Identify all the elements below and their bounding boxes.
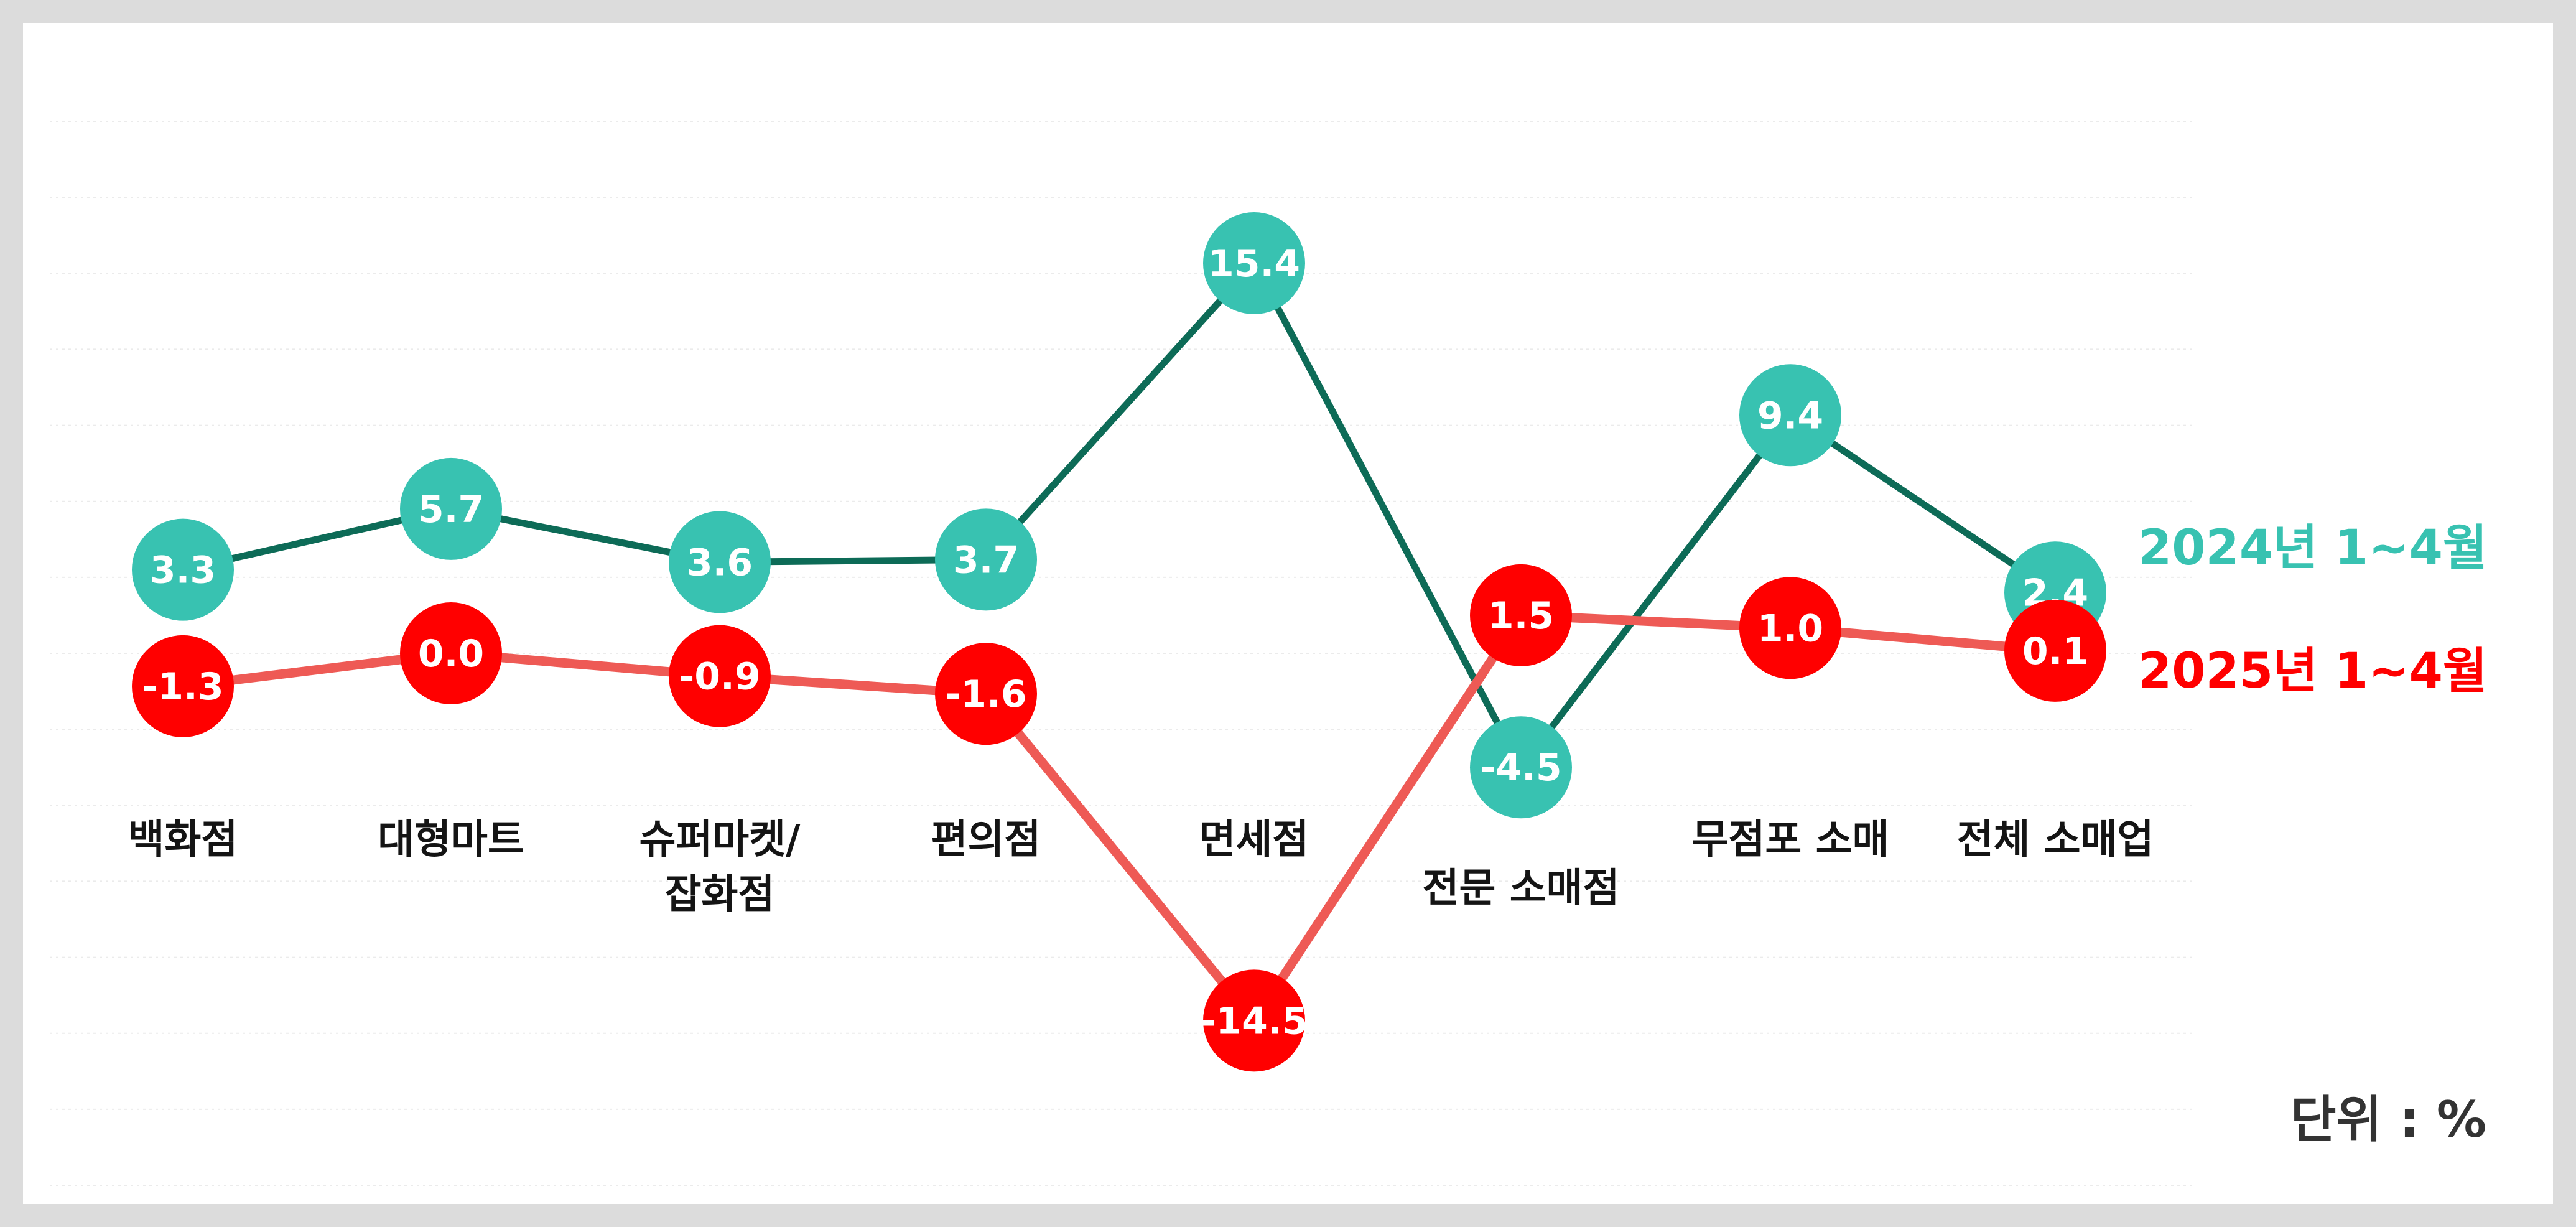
point-value-label: 1.0 (1757, 607, 1823, 650)
point-marker (132, 635, 234, 737)
point-marker (2004, 599, 2106, 702)
data-point: -14.5 (1201, 969, 1308, 1072)
chart-frame: 3.3 5.7 3.6 3.7 15.4 -4.5 9.4 2.4 -1.3 0.0 -0.9 -1.… (23, 23, 2553, 1204)
data-markers: 3.35.73.6 3.715.4-4.59.42.4-1.30.0-0.9 -1.… (132, 212, 2106, 1072)
point-value-label: 15.4 (1208, 242, 1300, 286)
point-marker (1470, 564, 1572, 666)
point-marker (1470, 716, 1572, 819)
legend-label-series-2: 2025년 1~4월 (2138, 643, 2488, 699)
point-value-label: 3.6 (687, 541, 753, 584)
point-marker (1203, 212, 1305, 314)
data-point: 3.3 (132, 518, 234, 621)
point-marker (400, 457, 502, 560)
point-value-label: 5.7 (418, 488, 484, 531)
category-label: 전문 소매점 (1423, 865, 1620, 912)
data-point: 0.0 (400, 602, 502, 704)
data-point: 1.5 (1470, 564, 1572, 666)
data-point: 0.1 (2004, 599, 2106, 702)
data-point: 1.0 (1739, 577, 1841, 679)
point-marker (1739, 364, 1841, 467)
category-label: 면세점 (1199, 817, 1309, 863)
point-marker (669, 625, 771, 727)
point-value-label: 9.4 (1757, 394, 1823, 437)
category-label: 백화점 (128, 817, 238, 863)
point-value-label: -4.5 (1480, 746, 1561, 790)
data-point: 5.7 (400, 457, 502, 560)
data-point: 3.7 (935, 508, 1037, 611)
data-point: -4.5 (1470, 716, 1572, 819)
data-point: -1.3 (132, 635, 234, 737)
legend: 2024년 1~4월 2025년 1~4월 (2138, 520, 2488, 699)
point-value-label: -0.9 (679, 655, 760, 699)
point-marker (1203, 969, 1305, 1072)
data-point: 9.4 (1739, 364, 1841, 467)
point-marker (1739, 577, 1841, 679)
point-value-label: 0.1 (2022, 630, 2088, 673)
point-value-label: -14.5 (1201, 999, 1308, 1043)
point-value-label: 3.7 (953, 538, 1019, 582)
category-label: 슈퍼마켓/잡화점 (639, 817, 801, 918)
data-point: -1.6 (935, 643, 1037, 745)
data-point: -0.9 (669, 625, 771, 727)
point-value-label: 3.3 (150, 549, 216, 592)
point-value-label: 0.0 (418, 632, 484, 676)
category-label: 편의점 (931, 817, 1041, 863)
point-marker (400, 602, 502, 704)
line-chart: 3.35.73.6 3.715.4-4.59.42.4-1.30.0-0.9 -1.… (50, 121, 2488, 1186)
data-point: 3.6 (669, 511, 771, 614)
point-value-label: 1.5 (1488, 594, 1554, 638)
point-marker (669, 511, 771, 614)
point-value-label: -1.6 (945, 673, 1026, 716)
point-marker (132, 518, 234, 621)
legend-label-series-1: 2024년 1~4월 (2138, 520, 2488, 576)
category-label: 전체 소매업 (1957, 817, 2154, 863)
category-label: 대형마트 (378, 817, 524, 863)
data-point: 15.4 (1203, 212, 1305, 314)
point-value-label: -1.3 (142, 665, 223, 709)
point-marker (935, 643, 1037, 745)
point-marker (935, 508, 1037, 611)
grid-lines (50, 121, 2193, 1186)
category-label: 무점포 소매 (1692, 817, 1889, 863)
unit-label: 단위 : % (2290, 1091, 2486, 1149)
